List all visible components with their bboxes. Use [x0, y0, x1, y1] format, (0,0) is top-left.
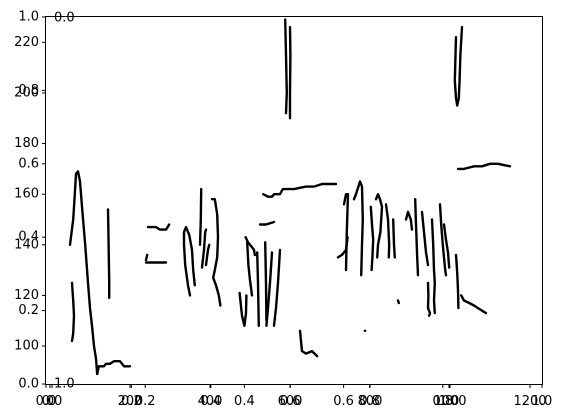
- stroke-series-17: [238, 291, 248, 327]
- stroke-series-1: [70, 281, 76, 343]
- stroke-series-44: [456, 162, 512, 171]
- outer-xtick-label-2: 0.4: [234, 394, 255, 409]
- outer-xtick-label-5: 1.0: [532, 394, 553, 409]
- inner-xtick-label-4: 0.8: [359, 394, 380, 409]
- inner-xtick-label-5: 1.0: [439, 394, 460, 409]
- main-xtick-label-1: 200: [118, 394, 143, 409]
- outer-ytick-label-2: 0.4: [18, 230, 39, 245]
- stroke-series-8: [198, 187, 203, 247]
- stroke-series-0: [68, 170, 99, 376]
- labels-group: 0 200 400 600 800 1000 1200 100 120 140 160 180 200 2…: [14, 10, 552, 410]
- main-xtick-label-0: 0: [46, 394, 54, 409]
- inner-xtick-label-3: 0.6: [280, 394, 301, 409]
- main-ytick-label-1: 120: [14, 288, 39, 303]
- stroke-series-32: [392, 218, 396, 259]
- stroke-series-40: [442, 223, 451, 269]
- outer-ytick-label-4: 0.8: [18, 83, 39, 98]
- stroke-series-13: [258, 220, 276, 226]
- main-ytick-label-6: 220: [14, 35, 39, 50]
- stroke-series-26: [342, 192, 350, 272]
- outer-xtick-label-3: 0.6: [333, 394, 354, 409]
- stroke-series-41: [454, 253, 460, 310]
- main-xtick-label-3: 600: [278, 394, 303, 409]
- stroke-series-5: [144, 253, 149, 262]
- outer-xtick-label-4: 0.8: [432, 394, 453, 409]
- stroke-series-43: [453, 25, 464, 107]
- stroke-series-31: [384, 203, 391, 259]
- stroke-series-37: [426, 281, 432, 317]
- outer-ytick-label-3: 0.6: [18, 156, 39, 171]
- axes-frame: [45, 16, 543, 385]
- stroke-series-42: [460, 294, 488, 315]
- outer-ytick-label-0: 0.0: [18, 377, 39, 392]
- series-group: [68, 18, 512, 376]
- stroke-series-36: [420, 210, 430, 267]
- stroke-series-12: [211, 276, 222, 307]
- stroke-series-10: [204, 243, 211, 267]
- stroke-series-27: [352, 180, 364, 277]
- ticks-group: [42, 16, 543, 388]
- main-ytick-label-0: 100: [14, 339, 39, 354]
- stroke-series-7: [182, 225, 197, 297]
- stroke-series-21: [264, 241, 268, 322]
- inner-xtick-label-2: 0.4: [200, 394, 221, 409]
- main-ytick-label-3: 160: [14, 187, 39, 202]
- main-xtick-label-5: 1000: [433, 394, 466, 409]
- main-ytick-label-5: 200: [14, 85, 39, 100]
- outer-ytick-label-1: 0.2: [18, 303, 39, 318]
- inner-xtick-label-0: 0.0: [42, 394, 63, 409]
- stroke-series-15: [284, 18, 288, 115]
- inner-bottom-label: 1.0: [54, 377, 75, 392]
- stroke-series-20: [256, 251, 260, 327]
- stroke-series-29: [369, 205, 375, 272]
- outer-ytick-label-5: 1.0: [18, 10, 39, 25]
- stroke-series-9: [200, 228, 208, 269]
- stroke-series-35: [414, 197, 420, 277]
- outer-xtick-label-0: 0.0: [36, 394, 57, 409]
- main-ytick-label-2: 140: [14, 237, 39, 252]
- main-xtick-label-4: 800: [358, 394, 383, 409]
- stroke-series-23: [272, 248, 282, 327]
- stroke-series-33: [396, 299, 400, 305]
- inner-top-label: 0.0: [54, 11, 75, 26]
- stroke-series-30: [374, 192, 384, 259]
- stroke-series-34: [404, 210, 414, 231]
- stroke-series-6: [146, 223, 171, 231]
- stroke-series-38: [430, 218, 436, 315]
- stroke-series-19: [245, 241, 254, 297]
- outer-xtick-label-1: 0.2: [135, 394, 156, 409]
- main-xtick-label-2: 400: [198, 394, 223, 409]
- stroke-series-14: [262, 182, 338, 198]
- stroke-series-22: [265, 251, 274, 327]
- stroke-series-3: [106, 208, 111, 300]
- stroke-series-39: [438, 203, 448, 277]
- main-xtick-label-6: 1200: [513, 394, 546, 409]
- inner-xtick-label-1: 0.2: [121, 394, 142, 409]
- main-ytick-label-4: 180: [14, 136, 39, 151]
- stroke-series-11: [210, 197, 220, 279]
- stroke-series-2: [95, 360, 132, 376]
- stroke-series-24: [298, 329, 319, 358]
